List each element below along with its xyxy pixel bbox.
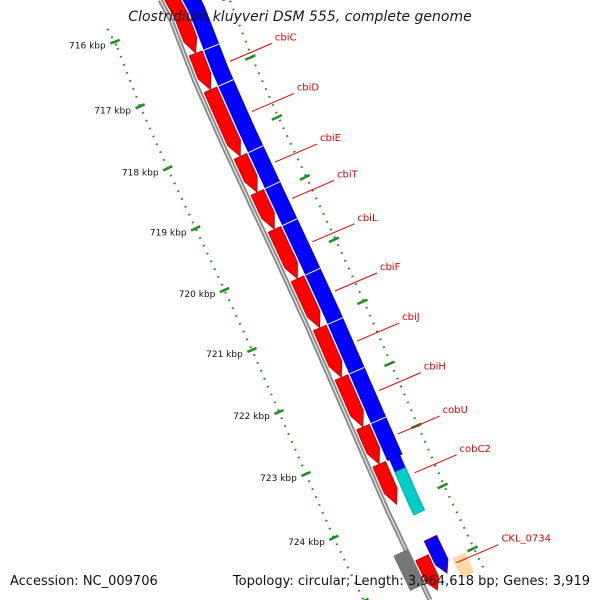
major-tick-outer — [328, 236, 340, 244]
gene-label-cbiL: cbiL — [357, 213, 378, 224]
tick-label: 720 kbp — [179, 290, 216, 300]
label-leader-cbiF — [334, 272, 378, 292]
gene-label-CKL_0734: CKL_0734 — [501, 534, 551, 545]
gene-label-cbiJ: cbiJ — [402, 312, 420, 323]
gene-label-cbiC: cbiC — [275, 32, 297, 43]
reverse-segment-divider — [218, 79, 234, 87]
gene-cbiC-arrow — [188, 50, 212, 91]
gene-cbiE-arrow — [233, 152, 258, 193]
major-tick-outer — [383, 360, 396, 368]
reverse-cds-band — [182, 0, 403, 462]
major-tick-outer — [467, 545, 479, 553]
rna-gene-block — [394, 467, 426, 516]
label-leader-cbiD — [251, 93, 295, 113]
tick-layer: 716 kbp 717 kbp 718 kbp 719 kbp 720 kbp 721 k… — [69, 0, 487, 600]
forward-track-layer — [164, 0, 475, 592]
tick-label: 717 kbp — [94, 106, 131, 116]
label-leader-cbiT — [291, 179, 335, 199]
label-leader-CKL_0734 — [456, 544, 499, 564]
gene-label-cbiF: cbiF — [380, 262, 401, 273]
backbone-layer — [157, 0, 433, 600]
topology-text: Topology: circular; Length: 3,964,618 bp… — [232, 574, 590, 589]
reverse-segment-divider — [203, 43, 220, 51]
major-tick — [190, 225, 201, 232]
major-tick — [300, 470, 312, 478]
label-leader-cbiC — [229, 42, 273, 62]
label-leader-cbiE — [274, 143, 318, 163]
forward-cds-arrow — [164, 0, 198, 54]
reverse-segment-divider — [349, 366, 365, 375]
tick-label: 719 kbp — [150, 229, 187, 239]
gene-cbiH-arrow — [334, 374, 364, 428]
major-tick — [273, 408, 285, 416]
major-tick — [246, 346, 258, 354]
major-tick — [328, 534, 339, 542]
label-leader-cobC2 — [414, 454, 457, 474]
tick-label: 716 kbp — [69, 41, 106, 51]
label-leader-cbiH — [378, 372, 421, 392]
reverse-segment-divider — [265, 181, 281, 189]
outer-tick-rail — [228, 0, 487, 574]
gene-cobU-arrow — [356, 423, 380, 465]
map-title: Clostridium kluyveri DSM 555, complete g… — [128, 9, 472, 25]
gene-label-cbiE: cbiE — [320, 133, 341, 144]
gene-cobC2-arrow — [372, 461, 398, 506]
reverse-cds-arrow-bottom — [423, 534, 449, 574]
label-leader-cbiL — [312, 223, 355, 243]
backbone-highlight — [159, 0, 431, 600]
major-tick-outer — [437, 482, 449, 490]
tick-label: 724 kbp — [288, 538, 325, 548]
major-tick — [162, 165, 173, 172]
tick-label: 723 kbp — [260, 474, 297, 484]
tick-label: 718 kbp — [122, 169, 159, 179]
major-tick — [135, 103, 146, 110]
gene-cbiF-arrow — [290, 275, 321, 329]
reverse-segment-divider — [327, 317, 343, 325]
reverse-segment-divider — [248, 145, 264, 153]
major-tick-outer — [271, 113, 283, 121]
reverse-segment-divider — [305, 267, 321, 276]
accession-text: Accession: NC_009706 — [10, 574, 158, 589]
gene-cbiL-arrow — [267, 225, 298, 280]
reverse-segment-divider — [282, 218, 298, 226]
tick-label: 721 kbp — [206, 350, 243, 360]
pseudo-gene-block — [452, 552, 475, 579]
label-leader-cobU — [397, 415, 440, 435]
gene-label-layer: cbiC cbiD cbiE cbiT cbiL cbiF cbiJ cbiH cobU cobC… — [229, 32, 551, 564]
tick-label: 722 kbp — [233, 412, 270, 422]
gene-label-cobU: cobU — [443, 405, 468, 416]
label-leader-cbiJ — [356, 322, 400, 342]
gene-cbiT-arrow — [250, 188, 275, 230]
major-tick — [219, 286, 230, 294]
gene-label-cbiD: cbiD — [297, 83, 320, 94]
reverse-segment-divider — [371, 416, 387, 424]
gene-cbiJ-arrow — [312, 324, 343, 379]
gene-label-cbiH: cbiH — [424, 362, 446, 373]
gene-label-cbiT: cbiT — [337, 169, 359, 180]
reverse-cds-small — [389, 455, 406, 473]
gene-CKL_0734-arrow — [415, 554, 439, 591]
major-tick-outer — [299, 173, 311, 181]
other-gene-block — [393, 548, 425, 592]
reverse-track-layer — [182, 0, 426, 516]
gene-cbiD-arrow — [203, 86, 241, 157]
major-tick-outer — [244, 54, 256, 61]
major-tick-outer — [356, 298, 369, 306]
gene-label-cobC2: cobC2 — [460, 444, 491, 455]
major-tick — [109, 38, 121, 45]
